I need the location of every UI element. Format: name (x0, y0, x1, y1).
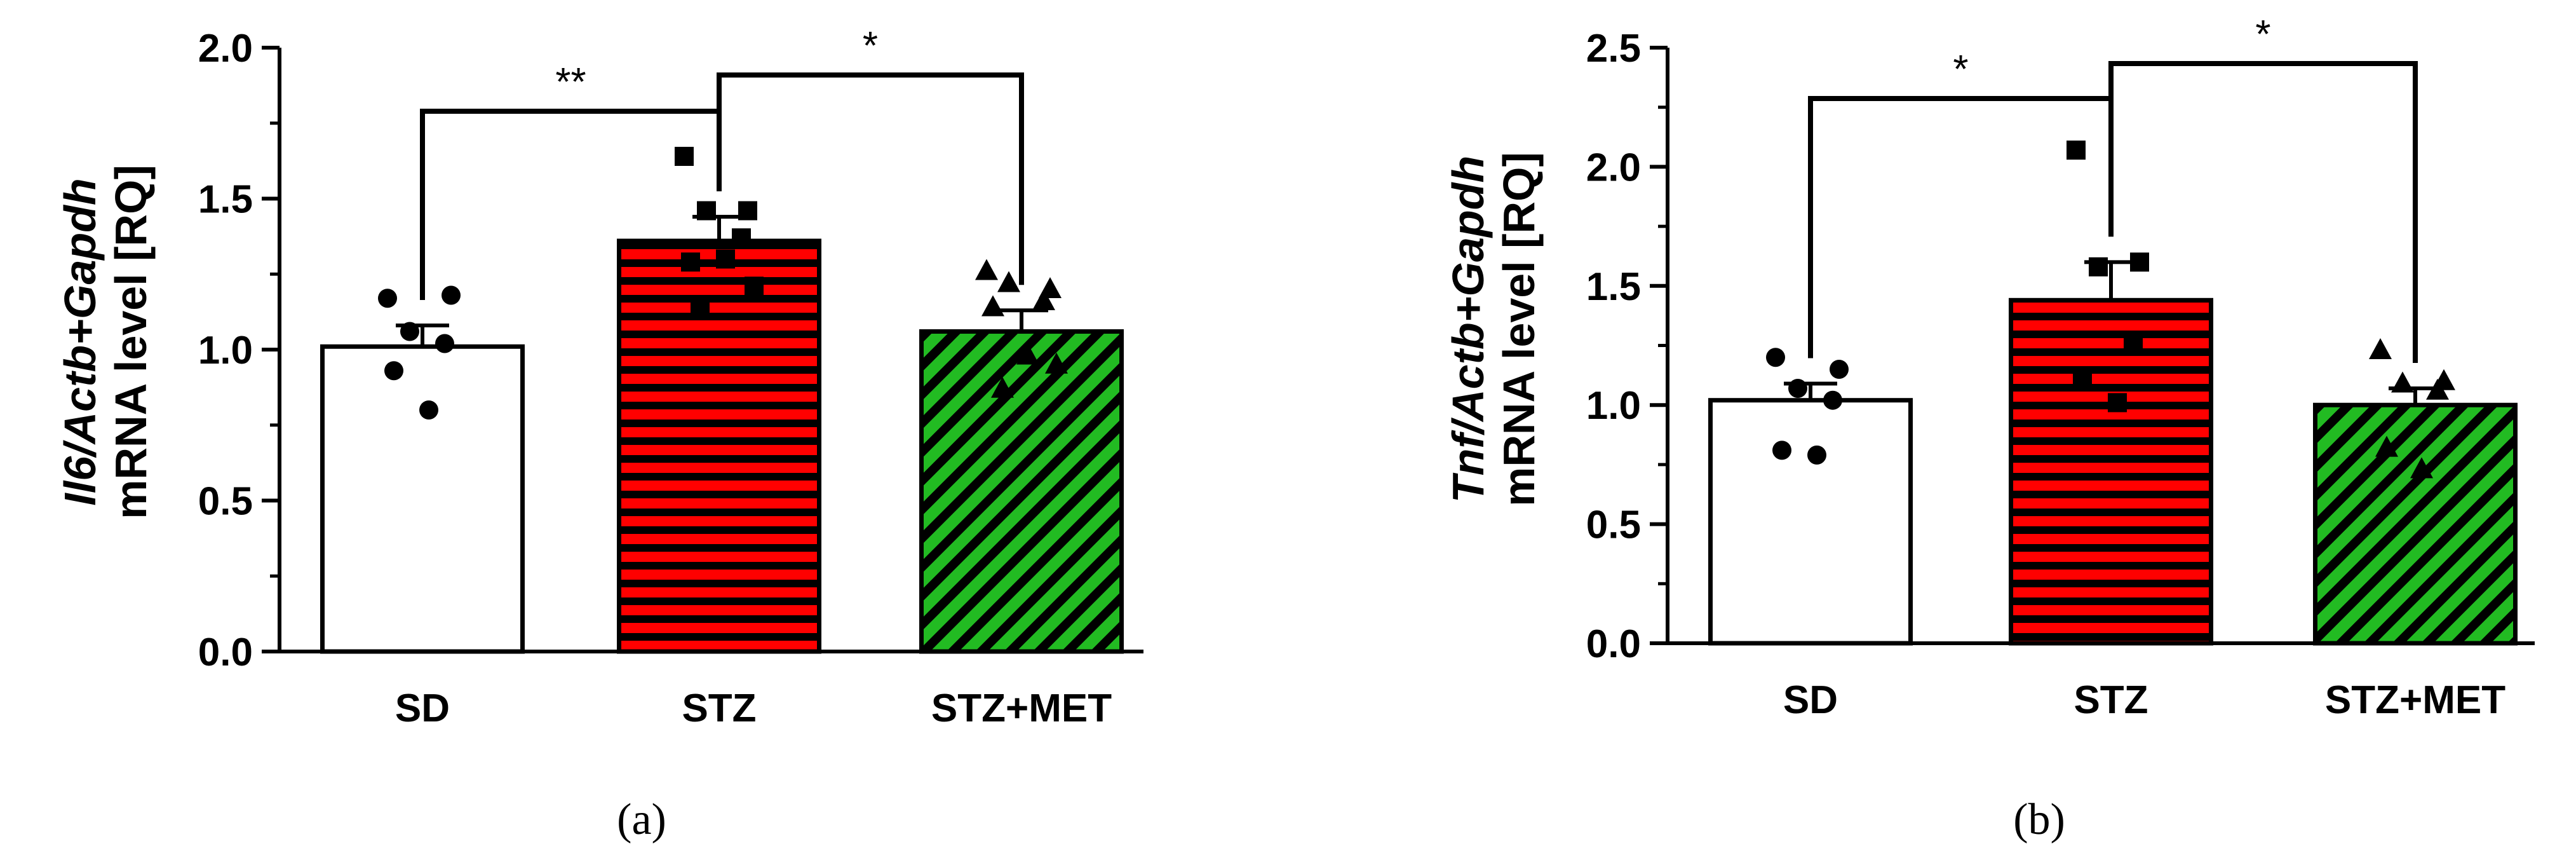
panel-b-significance-label: * (2255, 13, 2270, 57)
panel-a-point-triangle (997, 271, 1020, 292)
panel-a-point-square (691, 301, 710, 320)
panel-a-ylabel-gene: Il6/Actb+Gapdh (55, 178, 105, 505)
panel-a-y-tick-label: 1.5 (198, 178, 253, 222)
panel-a-y-tick-label: 2.0 (198, 27, 253, 71)
panel-b-bar-sd (1708, 398, 1913, 646)
panel-b-point-circle (1823, 390, 1842, 410)
panel-a-point-square (732, 228, 751, 248)
panel-a-point-circle (419, 400, 438, 420)
panel-b-point-circle (1772, 440, 1791, 460)
panel-b-y-tick-label: 2.5 (1586, 27, 1641, 71)
panel-b-y-tick-label: 1.5 (1586, 265, 1641, 309)
panel-a-significance-label: * (863, 24, 878, 68)
panel-b-point-triangle (2426, 378, 2449, 400)
panel-a-point-circle (435, 334, 454, 353)
panel-b-x-tick-label: STZ (2074, 678, 2148, 722)
panel-a-y-tick-label: 0.5 (198, 480, 253, 524)
panel-b-significance-bracket (1808, 96, 2114, 358)
panel-a-ylabel-unit: mRNA level [RQ] (106, 165, 156, 519)
panel-a-point-square (716, 249, 735, 269)
panel-a-point-triangle (975, 259, 998, 280)
panel-b-y-tick-label: 2.0 (1586, 146, 1641, 189)
panel-a-x-tick-label: SD (395, 686, 450, 730)
panel-b-point-square (2108, 393, 2127, 413)
panel-a-point-triangle (991, 376, 1014, 398)
panel-a-point-triangle (1045, 352, 1068, 374)
panel-a-significance-bracket (420, 109, 722, 300)
panel-b-ylabel: Tnf/Actb+Gapdh (1443, 156, 1493, 503)
panel-a-point-circle (442, 285, 461, 305)
panel-b-point-circle (1807, 445, 1826, 465)
panel-b-point-circle (1766, 348, 1785, 367)
panel-a-x-tick-label: STZ (682, 686, 756, 730)
panel-a-y-tick-label: 1.0 (198, 329, 253, 372)
panel-b-point-triangle (2391, 371, 2414, 393)
panel-a-chart: Il6/Actb+Gapdh mRNA level [RQ] 0.0 0.5 1.0… (55, 24, 1143, 844)
panel-b-plot: 0.0 0.5 1.0 1.5 2.0 2.5 SD STZ STZ+MET * * (1586, 13, 2535, 722)
panel-a-bar-stz (617, 238, 821, 654)
panel-a-point-circle (384, 361, 403, 381)
panel-b-label: (b) (2013, 795, 2065, 844)
panel-a-plot: 0.00.51.01.52.0SD STZ STZ+MET*** (198, 24, 1143, 730)
panel-a-significance-label: ** (555, 60, 586, 104)
panel-a-point-triangle (1016, 343, 1039, 365)
panel-b-point-triangle (2369, 338, 2392, 359)
panel-b-point-triangle (2410, 457, 2433, 479)
panel-a-point-square (675, 147, 694, 166)
panel-b-y-tick-label: 0.5 (1586, 503, 1641, 547)
panel-a-label: (a) (617, 795, 666, 844)
panel-b-x-tick-label: STZ+MET (2325, 678, 2505, 722)
panel-a-bar-sd (320, 344, 525, 654)
panel-b-chart: Tnf/Actb+Gapdh mRNA level [RQ] 0.0 0.5 1.0… (1443, 13, 2535, 844)
panel-b-ylabel-gene: Tnf/Actb+Gapdh (1443, 156, 1493, 503)
panel-a-point-triangle (1032, 289, 1055, 310)
panel-a-ylabel: Il6/Actb+Gapdh (55, 178, 105, 505)
panel-b-point-circle (1788, 378, 1807, 398)
panel-a-y-tick-label: 0.0 (198, 631, 253, 674)
panel-b-significance-label: * (1953, 48, 1968, 92)
panel-a-point-triangle (981, 295, 1004, 317)
panel-a-x-tick-label: STZ+MET (931, 686, 1112, 730)
panel-a-point-square (738, 201, 757, 221)
panel-b-bar-stz (2009, 297, 2213, 646)
panel-a-point-square (745, 276, 764, 296)
panel-b-ylabel-unit: mRNA level [RQ] (1494, 152, 1544, 507)
panel-b-y-tick-label: 0.0 (1586, 622, 1641, 666)
panel-a-bar-stz-met (919, 329, 1124, 654)
panel-b-significance-bracket (2108, 61, 2418, 363)
panel-a-point-circle (400, 322, 419, 341)
panel-b-point-circle (1830, 359, 1849, 379)
panel-b-point-square (2073, 371, 2092, 391)
panel-b-point-square (2130, 252, 2149, 272)
panel-b-y-tick-label: 1.0 (1586, 384, 1641, 428)
panel-a-point-square (697, 201, 716, 221)
panel-a-significance-bracket (717, 72, 1024, 285)
panel-b-point-square (2089, 257, 2108, 276)
panel-b-point-square (2124, 336, 2143, 355)
panel-a-point-circle (378, 289, 397, 308)
panel-b-point-square (2067, 140, 2086, 160)
panel-b-point-triangle (2375, 435, 2398, 457)
panel-b-bar-stz-met (2313, 402, 2518, 646)
panel-a-point-square (681, 252, 700, 272)
panel-b-x-tick-label: SD (1783, 678, 1838, 722)
